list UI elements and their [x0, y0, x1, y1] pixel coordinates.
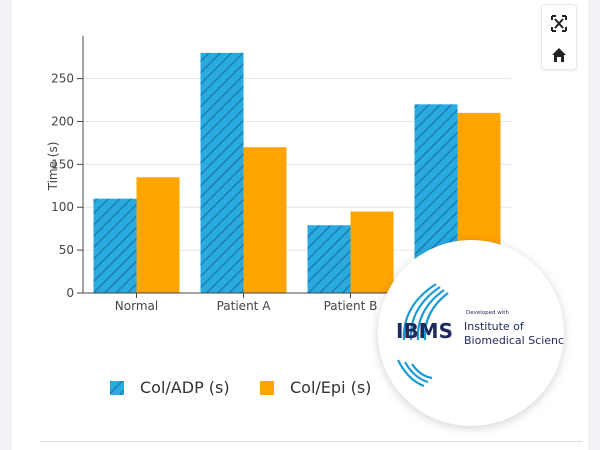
bar-col-epi[interactable]	[350, 211, 394, 293]
chart-toolbar	[541, 4, 577, 70]
x-tick-label: Normal	[115, 299, 158, 313]
autoscale-icon	[551, 15, 567, 32]
y-tick-label: 250	[51, 72, 74, 86]
y-tick-label: 0	[66, 286, 74, 300]
y-axis-label: Time (s)	[46, 142, 60, 192]
legend-label-col-epi: Col/Epi (s)	[290, 378, 372, 397]
bar-col-epi[interactable]	[243, 147, 287, 293]
footer-divider	[40, 441, 582, 442]
home-icon	[552, 48, 566, 62]
legend: Col/ADP (s) Col/Epi (s)	[96, 370, 390, 406]
autoscale-button[interactable]	[542, 7, 576, 37]
bar-col-adp[interactable]	[200, 52, 244, 293]
legend-label-col-adp: Col/ADP (s)	[140, 378, 230, 397]
logo-mark: IBMS	[396, 319, 453, 343]
ibms-logo-badge: IBMS Developed with Institute of Biomedi…	[378, 240, 571, 426]
legend-swatch-col-epi	[260, 381, 274, 395]
reset-home-button[interactable]	[542, 39, 576, 69]
logo-tagline: Developed with	[466, 310, 509, 316]
legend-swatch-col-adp	[110, 381, 124, 395]
y-tick-label: 50	[59, 243, 74, 257]
y-tick-label: 200	[51, 114, 74, 128]
y-tick-label: 100	[51, 200, 74, 214]
bar-col-adp[interactable]	[307, 225, 351, 293]
bar-col-epi[interactable]	[136, 177, 180, 293]
y-tick-label: 150	[51, 157, 74, 171]
x-tick-label: Patient B	[324, 299, 378, 313]
logo-line1: Institute of	[464, 320, 525, 333]
bar-col-adp[interactable]	[93, 198, 137, 293]
ibms-logo: IBMS Developed with Institute of Biomedi…	[396, 283, 571, 388]
x-tick-label: Patient A	[217, 299, 272, 313]
logo-line2: Biomedical Science	[464, 334, 564, 347]
